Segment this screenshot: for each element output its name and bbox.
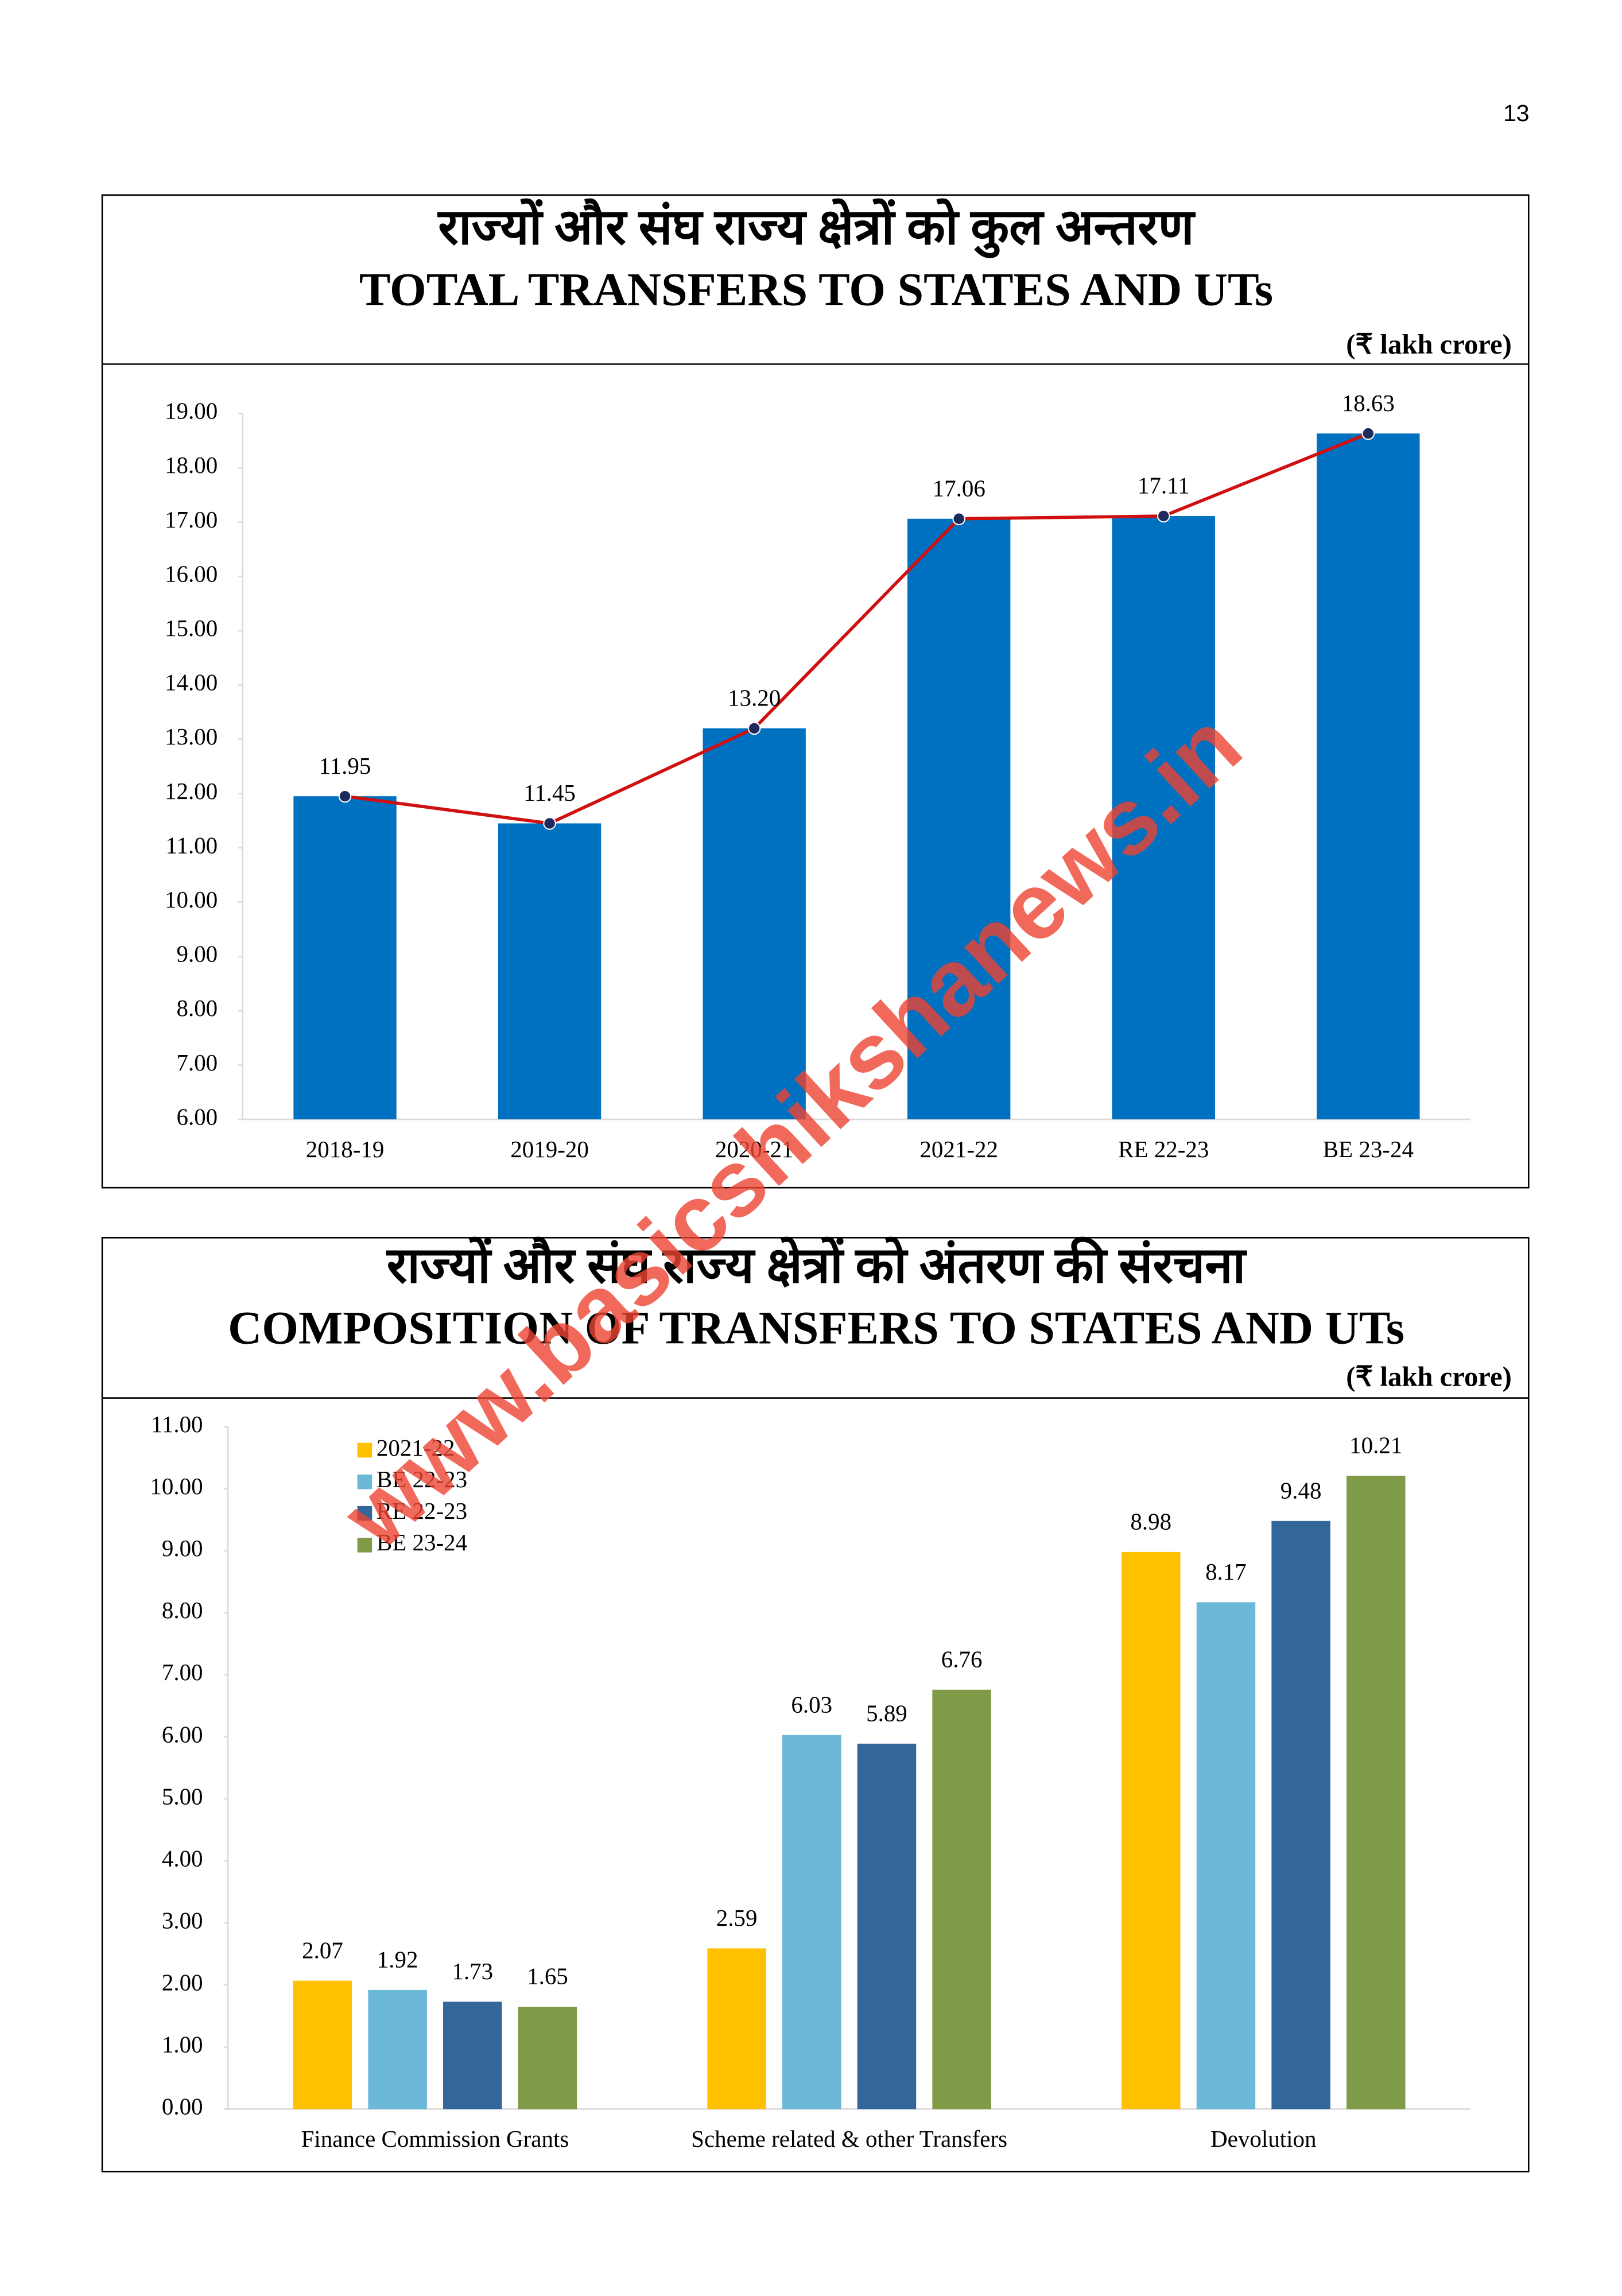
data-label: 2.07 xyxy=(302,1937,343,1963)
data-label: 1.73 xyxy=(452,1958,493,1984)
legend-label: 2021-22 xyxy=(377,1434,455,1461)
x-tick-label: 2020-21 xyxy=(715,1136,794,1162)
chart-title-hindi: राज्यों और संघ राज्य क्षेत्रों को अंतरण … xyxy=(386,1236,1248,1293)
data-label: 8.98 xyxy=(1130,1508,1171,1535)
chart-frame xyxy=(101,194,1530,1189)
bar xyxy=(1112,516,1215,1120)
x-tick-label: Scheme related & other Transfers xyxy=(691,2126,1007,2152)
y-tick-label: 4.00 xyxy=(162,1845,203,1871)
chart-frame xyxy=(101,1237,1530,2173)
data-label: 9.48 xyxy=(1280,1477,1322,1504)
data-label: 6.76 xyxy=(941,1646,983,1672)
data-label: 5.89 xyxy=(866,1700,907,1727)
bar xyxy=(782,1735,841,2109)
x-tick-label: 2018-19 xyxy=(306,1136,385,1162)
y-tick-label: 7.00 xyxy=(176,1049,218,1076)
data-label: 11.95 xyxy=(319,753,371,779)
legend-label: RE 22-23 xyxy=(377,1498,467,1524)
y-tick-label: 15.00 xyxy=(165,615,218,641)
data-label: 6.03 xyxy=(791,1691,832,1717)
bar xyxy=(518,2007,577,2109)
y-tick-label: 7.00 xyxy=(162,1659,203,1685)
bar xyxy=(857,1743,917,2109)
y-tick-label: 17.00 xyxy=(165,506,218,533)
y-tick-label: 10.00 xyxy=(165,886,218,913)
bar xyxy=(1196,1602,1256,2109)
charts: राज्यों और संघ राज्य क्षेत्रों को कुल अन… xyxy=(150,198,1511,2152)
y-tick-label: 12.00 xyxy=(165,778,218,804)
y-tick-label: 18.00 xyxy=(165,452,218,478)
unit-label: (₹ lakh crore) xyxy=(1346,329,1512,360)
bar xyxy=(443,2002,502,2109)
y-tick-label: 9.00 xyxy=(162,1535,203,1561)
x-tick-label: RE 22-23 xyxy=(1118,1136,1209,1162)
legend-swatch xyxy=(357,1474,372,1490)
x-tick-label: Devolution xyxy=(1210,2126,1316,2152)
y-tick-label: 3.00 xyxy=(162,1907,203,1934)
data-label: 13.20 xyxy=(728,685,781,711)
y-tick-label: 6.00 xyxy=(162,1721,203,1747)
y-tick-label: 11.00 xyxy=(165,832,218,858)
legend-swatch xyxy=(357,1537,372,1553)
line-marker xyxy=(747,722,761,735)
data-label: 1.92 xyxy=(377,1946,418,1973)
data-label: 11.45 xyxy=(523,779,576,806)
x-tick-label: 2021-22 xyxy=(919,1136,998,1162)
bar xyxy=(498,823,602,1120)
y-tick-label: 1.00 xyxy=(162,2031,203,2058)
data-label: 1.65 xyxy=(527,1963,568,1989)
line-marker xyxy=(338,789,352,803)
data-label: 2.59 xyxy=(716,1905,758,1931)
y-tick-label: 2.00 xyxy=(162,1969,203,1996)
page-number: 13 xyxy=(1503,100,1530,126)
y-tick-label: 8.00 xyxy=(162,1597,203,1623)
y-tick-label: 11.00 xyxy=(151,1411,203,1437)
data-label: 10.21 xyxy=(1349,1432,1402,1459)
line-marker xyxy=(543,817,556,830)
bar xyxy=(1347,1475,1406,2109)
bar xyxy=(293,1980,352,2109)
y-tick-label: 14.00 xyxy=(165,669,218,696)
bar xyxy=(907,518,1011,1120)
bar xyxy=(368,1989,427,2109)
data-label: 17.06 xyxy=(933,475,985,501)
data-label: 8.17 xyxy=(1205,1558,1247,1585)
y-tick-label: 6.00 xyxy=(176,1103,218,1130)
y-tick-label: 16.00 xyxy=(165,560,218,587)
y-tick-label: 19.00 xyxy=(165,398,218,424)
data-label: 17.11 xyxy=(1138,472,1190,499)
y-tick-label: 9.00 xyxy=(176,941,218,967)
bar xyxy=(703,728,806,1120)
line-marker xyxy=(1361,426,1375,440)
y-tick-label: 5.00 xyxy=(162,1783,203,1809)
y-tick-label: 10.00 xyxy=(150,1473,203,1499)
unit-label: (₹ lakh crore) xyxy=(1346,1362,1512,1393)
chart-title: TOTAL TRANSFERS TO STATES AND UTs xyxy=(359,263,1273,316)
bar xyxy=(1271,1521,1330,2109)
bar xyxy=(1122,1552,1181,2109)
bar xyxy=(1317,433,1420,1120)
y-tick-label: 8.00 xyxy=(176,995,218,1021)
line-marker xyxy=(1157,509,1170,523)
legend-swatch xyxy=(357,1506,372,1521)
bar xyxy=(293,796,397,1120)
trend-line xyxy=(344,432,1369,825)
bar xyxy=(707,1948,766,2109)
x-tick-label: 2019-20 xyxy=(510,1136,589,1162)
x-tick-label: Finance Commission Grants xyxy=(301,2126,569,2152)
x-tick-label: BE 23-24 xyxy=(1323,1136,1414,1162)
bar xyxy=(932,1689,991,2109)
line-marker xyxy=(952,512,965,526)
data-label: 18.63 xyxy=(1342,390,1395,416)
legend-label: BE 22-23 xyxy=(377,1466,467,1492)
legend-label: BE 23-24 xyxy=(377,1529,467,1556)
y-tick-label: 0.00 xyxy=(162,2093,203,2120)
chart-title: COMPOSITION OF TRANSFERS TO STATES AND U… xyxy=(228,1301,1404,1353)
chart-title-hindi: राज्यों और संघ राज्य क्षेत्रों को कुल अन… xyxy=(437,198,1196,258)
y-tick-label: 13.00 xyxy=(165,723,218,750)
legend-swatch xyxy=(357,1442,372,1458)
